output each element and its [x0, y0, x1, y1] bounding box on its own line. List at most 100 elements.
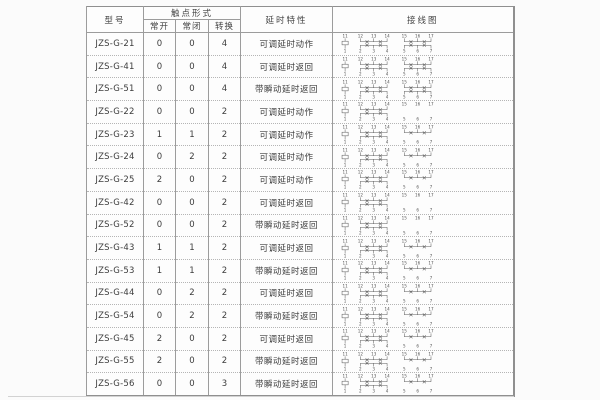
- svg-text:1: 1: [344, 162, 347, 167]
- nc-count-cell: 0: [175, 168, 209, 192]
- svg-text:1: 1: [344, 321, 347, 326]
- svg-text:16: 16: [415, 56, 421, 61]
- svg-text:13: 13: [371, 261, 377, 266]
- svg-text:14: 14: [385, 306, 391, 311]
- svg-text:5: 5: [403, 231, 406, 236]
- table-row: JZS-G-23 1 1 2 可调延时动作 11 1 12 13 14 15 16 17 2 3 4…: [86, 122, 514, 146]
- svg-text:15: 15: [402, 34, 408, 39]
- svg-text:4: 4: [386, 208, 389, 213]
- table-row: JZS-G-45 2 0 2 可调延时返回 11 1 12 13 14 15 16 17 2 3 4…: [86, 326, 514, 351]
- svg-text:12: 12: [358, 374, 364, 379]
- svg-text:3: 3: [372, 117, 375, 122]
- nc-count-cell: 2: [175, 145, 209, 169]
- no-count-cell: 0: [143, 190, 176, 214]
- svg-text:1: 1: [344, 185, 347, 190]
- svg-text:1: 1: [344, 208, 347, 213]
- svg-text:17: 17: [428, 215, 434, 220]
- co-count-cell: 2: [207, 100, 241, 124]
- svg-text:11: 11: [343, 306, 349, 311]
- delay-cell: 可调延时返回: [240, 236, 333, 260]
- no-count-cell: 0: [143, 32, 176, 56]
- svg-text:16: 16: [415, 306, 421, 311]
- svg-text:2: 2: [359, 72, 362, 77]
- svg-text:17: 17: [428, 306, 434, 311]
- svg-text:5: 5: [403, 344, 406, 349]
- svg-text:2: 2: [359, 117, 362, 122]
- svg-text:16: 16: [415, 193, 421, 198]
- svg-text:16: 16: [415, 351, 421, 356]
- svg-text:5: 5: [403, 321, 406, 326]
- svg-text:4: 4: [386, 299, 389, 304]
- svg-text:11: 11: [343, 147, 349, 152]
- svg-text:12: 12: [358, 238, 364, 243]
- svg-text:16: 16: [415, 215, 421, 220]
- svg-text:6: 6: [416, 185, 419, 190]
- svg-text:16: 16: [415, 147, 421, 152]
- delay-cell: 可调延时动作: [240, 100, 333, 124]
- delay-cell: 可调延时返回: [240, 281, 333, 305]
- nc-count-cell: 0: [175, 372, 209, 396]
- svg-text:1: 1: [344, 276, 347, 281]
- co-count-cell: 4: [207, 32, 241, 56]
- nc-count-cell: 2: [175, 281, 209, 305]
- wiring-cell: 11 1 12 13 14 15 16 17 2 3 4 5 6 7: [332, 236, 514, 260]
- delay-cell: 可调延时返回: [240, 190, 333, 214]
- svg-text:17: 17: [428, 238, 434, 243]
- wiring-cell: 11 1 12 13 14 15 16 17 2 3 4 5 6 7: [332, 326, 514, 351]
- no-count-cell: 0: [143, 145, 176, 169]
- table-row: JZS-G-44 0 2 2 可调延时返回 11 1 12 13 14 15 16 17 2 3 4…: [86, 281, 514, 305]
- nc-count-cell: 0: [175, 32, 209, 56]
- model-cell: JZS-G-45: [86, 326, 144, 351]
- table-row: JZS-G-51 0 0 4 带瞬动延时返回 11 1 12 13 14 15 16 17 2 3…: [86, 77, 514, 101]
- header-contact-nc: 常闭: [175, 19, 209, 33]
- nc-count-cell: 0: [175, 190, 209, 214]
- model-cell: JZS-G-56: [86, 372, 144, 396]
- svg-text:17: 17: [428, 329, 434, 334]
- svg-text:3: 3: [372, 299, 375, 304]
- svg-text:15: 15: [402, 329, 408, 334]
- svg-text:15: 15: [402, 56, 408, 61]
- svg-text:15: 15: [402, 374, 408, 379]
- svg-text:1: 1: [344, 389, 347, 394]
- nc-count-cell: 1: [175, 258, 209, 283]
- svg-text:16: 16: [415, 329, 421, 334]
- model-cell: JZS-G-22: [86, 100, 144, 124]
- delay-cell: 带瞬动延时返回: [240, 304, 333, 328]
- svg-text:15: 15: [402, 283, 408, 288]
- svg-text:15: 15: [402, 170, 408, 175]
- svg-text:6: 6: [416, 299, 419, 304]
- svg-text:15: 15: [402, 79, 408, 84]
- header-delay: 延时特性: [240, 6, 333, 33]
- wiring-cell: 11 1 12 13 14 15 16 17 2 3 4 5 6 7: [332, 190, 514, 214]
- svg-text:7: 7: [430, 49, 433, 54]
- svg-text:11: 11: [343, 170, 349, 175]
- svg-text:17: 17: [428, 79, 434, 84]
- svg-text:3: 3: [372, 367, 375, 372]
- no-count-cell: 0: [143, 372, 176, 396]
- svg-text:5: 5: [403, 299, 406, 304]
- delay-cell: 可调延时动作: [240, 32, 333, 56]
- svg-text:14: 14: [385, 261, 391, 266]
- co-count-cell: 2: [207, 122, 241, 146]
- svg-text:6: 6: [416, 321, 419, 326]
- model-cell: JZS-G-55: [86, 349, 144, 373]
- svg-text:6: 6: [416, 253, 419, 258]
- svg-text:4: 4: [386, 367, 389, 372]
- table-row: JZS-G-53 1 1 2 带瞬动延时返回 11 1 12 13 14 15 16 17 2 3…: [86, 258, 514, 283]
- svg-text:5: 5: [403, 185, 406, 190]
- model-cell: JZS-G-43: [86, 236, 144, 260]
- nc-count-cell: 0: [175, 100, 209, 124]
- svg-text:6: 6: [416, 117, 419, 122]
- svg-text:6: 6: [416, 94, 419, 99]
- svg-text:13: 13: [371, 79, 377, 84]
- svg-text:4: 4: [386, 185, 389, 190]
- nc-count-cell: 0: [175, 326, 209, 351]
- svg-text:3: 3: [372, 253, 375, 258]
- svg-text:5: 5: [403, 162, 406, 167]
- svg-text:3: 3: [372, 344, 375, 349]
- co-count-cell: 2: [207, 349, 241, 373]
- delay-cell: 带瞬动延时返回: [240, 77, 333, 101]
- svg-text:5: 5: [403, 276, 406, 281]
